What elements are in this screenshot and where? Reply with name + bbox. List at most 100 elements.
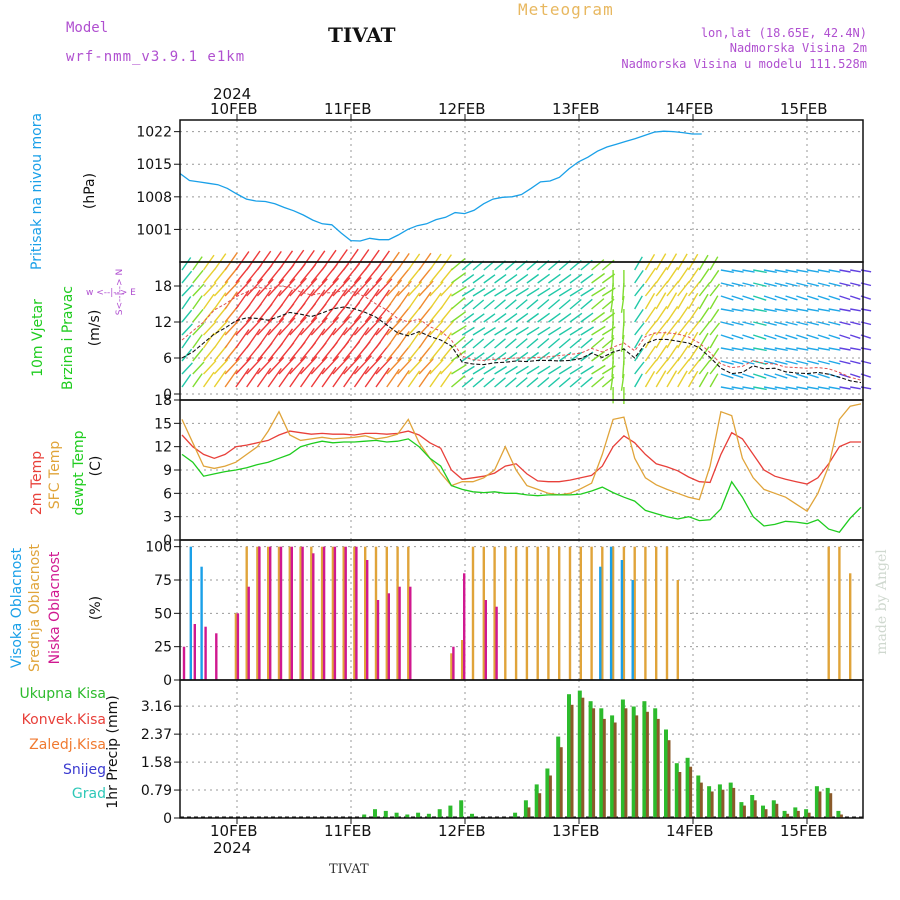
wind-vector bbox=[620, 295, 625, 313]
wind-vector bbox=[353, 327, 370, 349]
wind-vector bbox=[709, 269, 720, 284]
precip-bar-convective bbox=[635, 715, 639, 818]
wind-vector bbox=[666, 292, 678, 310]
precip-bar-total bbox=[373, 809, 377, 818]
cloud-bar-mid bbox=[611, 546, 615, 680]
wind-vector bbox=[763, 373, 777, 379]
wind-vector bbox=[548, 365, 562, 375]
wind-vector bbox=[321, 316, 340, 336]
wind-vector bbox=[386, 318, 403, 336]
precip-bar-total bbox=[782, 810, 787, 818]
precip-tick-label-0: 0 bbox=[163, 811, 172, 827]
precip-bar-total bbox=[459, 800, 464, 818]
wind-vector bbox=[246, 289, 261, 310]
wind-vector bbox=[763, 295, 777, 301]
cloud-bar-mid bbox=[320, 546, 324, 680]
wind-vector bbox=[451, 311, 467, 323]
wind-vector bbox=[666, 358, 680, 375]
wind-vector bbox=[364, 366, 380, 388]
wind-vector bbox=[850, 386, 861, 390]
wind-vector bbox=[796, 360, 809, 365]
cloud-bar-mid bbox=[504, 546, 507, 680]
wind-vector bbox=[353, 366, 370, 388]
wind-vector bbox=[698, 371, 709, 388]
wind-vector bbox=[655, 358, 669, 375]
wind-vector bbox=[332, 277, 351, 297]
cloud-tick-label-1: 25 bbox=[154, 640, 172, 656]
wind-vector bbox=[192, 361, 205, 375]
wind-vector bbox=[181, 309, 193, 323]
wind-vector bbox=[720, 386, 734, 390]
precip-bar-total bbox=[567, 694, 571, 818]
cloud-bar-mid bbox=[482, 546, 485, 680]
wind-vector bbox=[461, 299, 474, 310]
wind-vector bbox=[278, 278, 296, 297]
wind-vector bbox=[386, 251, 400, 271]
wind-vector bbox=[666, 280, 680, 297]
wind-vector bbox=[504, 338, 517, 349]
wind-vector bbox=[343, 354, 362, 375]
precip-bar-total bbox=[448, 805, 453, 818]
wind-vector bbox=[397, 319, 412, 336]
wind-vector bbox=[278, 250, 294, 271]
wind-vector bbox=[213, 280, 229, 297]
wind-vector bbox=[698, 359, 711, 375]
precip-bar-total bbox=[664, 729, 668, 818]
wind-vector bbox=[397, 358, 412, 375]
cloud-bar-low bbox=[290, 546, 293, 680]
wind-vector bbox=[429, 281, 444, 297]
wind-vector bbox=[698, 346, 710, 362]
cloud-bar-mid bbox=[547, 546, 550, 680]
wind-vector bbox=[548, 351, 561, 362]
wind-vector bbox=[655, 266, 668, 284]
wind-vector bbox=[418, 319, 434, 336]
wind-vector bbox=[246, 278, 264, 297]
wind-vector bbox=[817, 269, 831, 273]
wind-vector bbox=[753, 282, 767, 287]
wind-vector bbox=[839, 334, 851, 340]
cloud-bar-high bbox=[620, 560, 624, 680]
precip-bar-convective bbox=[645, 711, 649, 818]
wind-vector bbox=[224, 319, 241, 336]
wind-vector bbox=[203, 321, 217, 336]
wind-vector bbox=[644, 370, 656, 388]
wind-vector bbox=[753, 360, 767, 365]
wind-vector bbox=[537, 312, 551, 323]
wind-vector bbox=[558, 273, 572, 284]
wind-vector bbox=[278, 328, 294, 349]
temp-tick-label-1: 3 bbox=[163, 510, 172, 526]
wind-vector bbox=[537, 287, 551, 297]
wind-vector bbox=[763, 269, 777, 273]
wind-vector bbox=[806, 282, 819, 287]
wind-vector bbox=[644, 292, 656, 310]
wind-vector bbox=[558, 377, 571, 388]
cloud-bar-mid bbox=[364, 546, 367, 680]
wind-vector bbox=[644, 281, 658, 297]
wind-vector bbox=[321, 355, 340, 375]
cloud-bar-low bbox=[344, 546, 347, 680]
wind-vector bbox=[450, 375, 466, 388]
cloud-bar-mid bbox=[536, 546, 539, 680]
wind-vector bbox=[688, 281, 701, 297]
precip-bar-convective bbox=[710, 791, 714, 818]
cloud-bar-mid bbox=[461, 640, 464, 680]
wind-vector bbox=[828, 347, 841, 351]
cloud-bar-low bbox=[215, 633, 218, 680]
wind-vector bbox=[267, 356, 285, 375]
wind-vector bbox=[731, 334, 744, 340]
precip-bar-total bbox=[534, 784, 539, 818]
wind-vector bbox=[213, 267, 228, 284]
wind-vector bbox=[698, 268, 710, 284]
cloud-bar-low bbox=[322, 546, 326, 680]
wind-vector bbox=[440, 359, 455, 375]
wind-vector bbox=[192, 269, 204, 284]
wind-vector bbox=[418, 280, 434, 297]
wind-vector bbox=[850, 269, 861, 273]
wind-vector bbox=[796, 347, 809, 351]
cloud-tick-label-4: 100 bbox=[145, 540, 172, 556]
wind-vector bbox=[817, 373, 830, 379]
precip-bar-total bbox=[523, 800, 528, 818]
cloud-bar-mid bbox=[245, 546, 248, 680]
wind-vector bbox=[742, 386, 755, 390]
precip-bar-convective bbox=[732, 787, 736, 818]
